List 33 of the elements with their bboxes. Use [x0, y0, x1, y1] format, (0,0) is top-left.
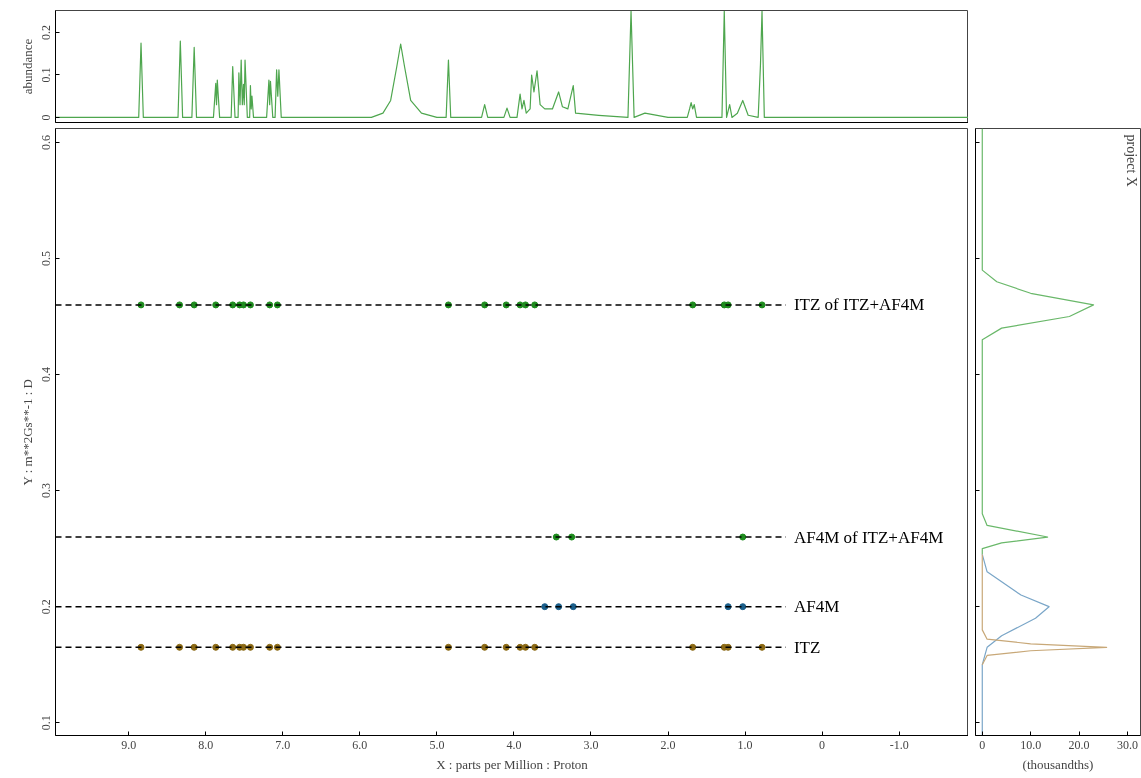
y-tick-label: 0.5	[39, 250, 54, 266]
x-tick-label: 10.0	[1020, 737, 1042, 752]
annotation: project X	[1123, 134, 1139, 187]
ref-line-label: ITZ	[793, 637, 821, 657]
x-tick-label: 7.0	[275, 737, 291, 752]
x-tick-label: 0	[979, 737, 986, 752]
y-tick-label: 0.1	[39, 715, 54, 731]
y-tick-label: 0.3	[39, 483, 54, 499]
x-tick-label: -1.0	[889, 737, 909, 752]
x-tick-label: 5.0	[429, 737, 445, 752]
x-axis-title: (thousandths)	[1022, 756, 1094, 772]
x-tick-label: 1.0	[737, 737, 753, 752]
ref-line-label: AF4M	[793, 597, 840, 617]
x-axis-title: X : parts per Million : Proton	[436, 756, 589, 772]
y-tick-label: 0.2	[39, 599, 54, 615]
y-tick-label: 0.1	[39, 67, 54, 83]
x-tick-label: 30.0	[1116, 737, 1138, 752]
y-tick-label: 0.2	[39, 25, 54, 41]
y-axis-title: Y : m**2Gs**-1 : D	[19, 379, 35, 486]
x-tick-label: 20.0	[1068, 737, 1090, 752]
x-tick-label: 3.0	[583, 737, 599, 752]
x-tick-label: 8.0	[198, 737, 214, 752]
x-tick-label: 6.0	[352, 737, 368, 752]
ref-line-label: AF4M of ITZ+AF4M	[793, 527, 944, 547]
y-tick-label: 0.6	[39, 134, 54, 150]
x-tick-label: 0	[819, 737, 826, 752]
ref-line-label: ITZ of ITZ+AF4M	[793, 295, 925, 315]
y-axis-title: abundance	[19, 38, 35, 95]
x-tick-label: 2.0	[660, 737, 676, 752]
y-tick-label: 0.4	[39, 367, 54, 383]
y-tick-label: 0	[39, 114, 54, 121]
x-tick-label: 9.0	[121, 737, 137, 752]
x-tick-label: 4.0	[506, 737, 522, 752]
